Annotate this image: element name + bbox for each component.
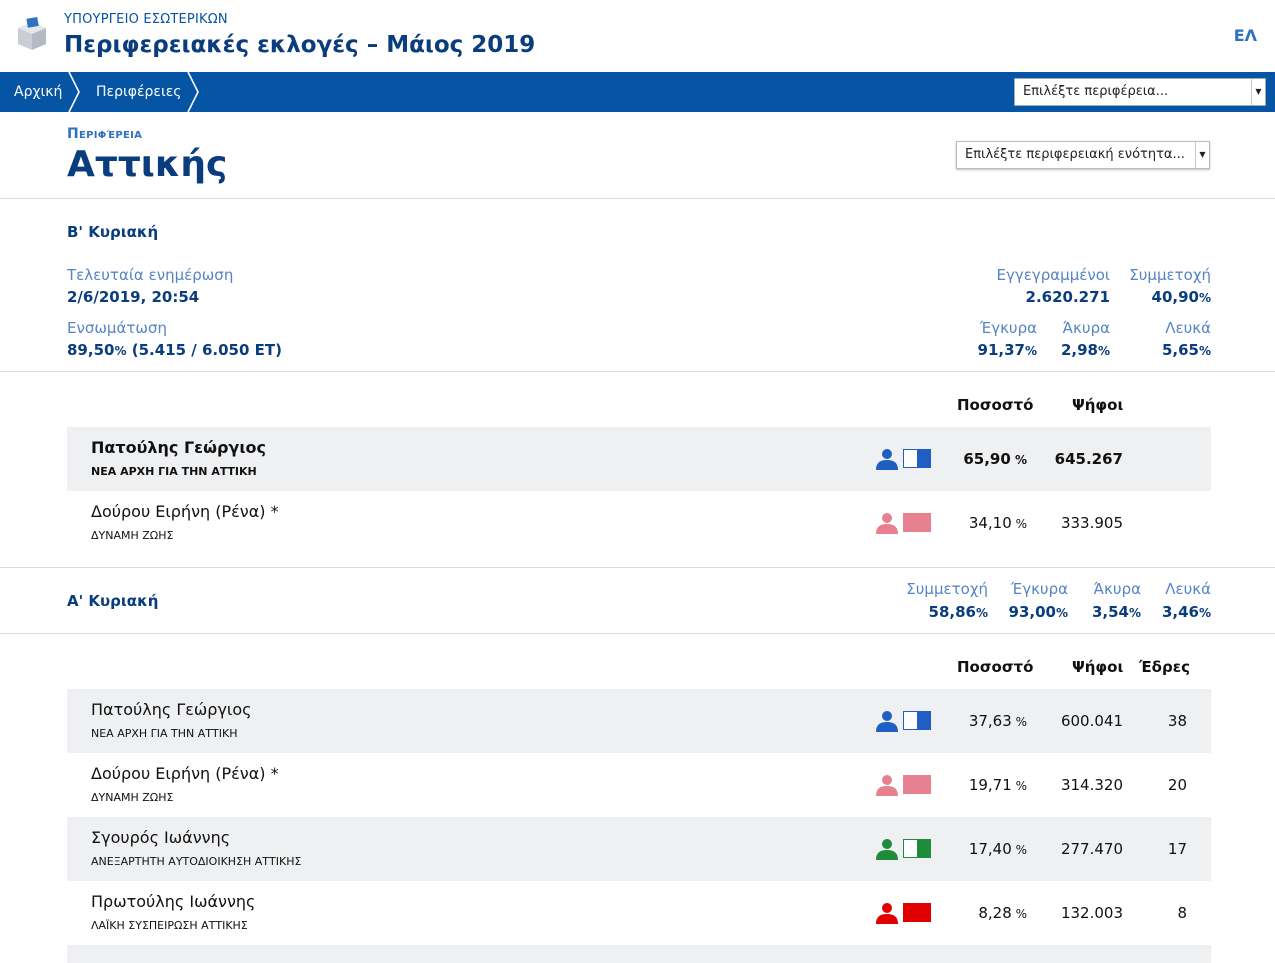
blank-label: Λευκά — [1165, 319, 1211, 337]
turnout-value: 40,90% — [1151, 288, 1211, 306]
round1-valid-label: Έγκυρα — [1011, 580, 1068, 598]
round1-blank-label: Λευκά — [1165, 580, 1211, 598]
party-color-flag — [903, 775, 931, 794]
divider — [0, 633, 1275, 634]
candidate-name[interactable]: Πρωτούλης Ιωάννης — [91, 892, 256, 911]
round1-invalid-label: Άκυρα — [1093, 580, 1141, 598]
party-color-flag — [903, 903, 931, 922]
candidate-party: ΔΥΝΑΜΗ ΖΩΗΣ — [91, 791, 174, 804]
column-votes: Ψήφοι — [1072, 396, 1124, 414]
candidate-party: ΔΥΝΑΜΗ ΖΩΗΣ — [91, 529, 174, 542]
candidate-row[interactable]: Πατούλης Γεώργιος ΝΕΑ ΑΡΧΗ ΓΙΑ ΤΗΝ ΑΤΤΙΚΗ… — [67, 689, 1211, 753]
candidate-seats: 17 — [1167, 840, 1187, 858]
candidate-row[interactable]: Πατούλης Γεώργιος ΝΕΑ ΑΡΧΗ ΓΙΑ ΤΗΝ ΑΤΤΙΚΗ… — [67, 427, 1211, 491]
candidate-party: ΝΕΑ ΑΡΧΗ ΓΙΑ ΤΗΝ ΑΤΤΙΚΗ — [91, 465, 257, 478]
candidate-percent: 8,28 % — [978, 904, 1027, 922]
round1-invalid-value: 3,54% — [1091, 603, 1141, 621]
party-color-flag — [903, 839, 931, 858]
candidate-name[interactable]: Σγουρός Ιωάννης — [91, 828, 231, 847]
round1-valid-value: 93,00% — [1008, 603, 1068, 621]
candidate-person-icon — [876, 513, 898, 534]
regional-unit-select[interactable]: Επιλέξτε περιφερειακή ενότητα... ▼ — [956, 141, 1210, 169]
site-header: ΥΠΟΥΡΓΕΙΟ ΕΣΩΤΕΡΙΚΩΝ Περιφερειακές εκλογ… — [0, 0, 1275, 72]
candidate-seats: 38 — [1167, 712, 1187, 730]
candidate-seats: 20 — [1167, 776, 1187, 794]
round1-blank-value: 3,46% — [1161, 603, 1211, 621]
candidate-person-icon — [876, 839, 898, 860]
candidate-row[interactable]: Σγουρός Ιωάννης ΑΝΕΞΑΡΤΗΤΗ ΑΥΤΟΔΙΟΙΚΗΣΗ Α… — [67, 817, 1211, 881]
invalid-label: Άκυρα — [1062, 319, 1110, 337]
candidate-percent: 17,40 % — [968, 840, 1027, 858]
blank-value: 5,65% — [1161, 341, 1211, 359]
region-label: Περιφέρεια — [67, 126, 143, 142]
candidate-votes: 645.267 — [1054, 450, 1123, 468]
round2-title: Β' Κυριακή — [67, 223, 159, 241]
region-select-value: Επιλέξτε περιφέρεια... — [1023, 84, 1169, 99]
candidate-percent: 65,90 % — [963, 450, 1027, 468]
chevron-right-icon — [187, 72, 199, 112]
candidate-percent: 34,10 % — [968, 514, 1027, 532]
candidate-party: ΑΝΕΞΑΡΤΗΤΗ ΑΥΤΟΔΙΟΙΚΗΣΗ ΑΤΤΙΚΗΣ — [91, 855, 302, 868]
breadcrumb-regions[interactable]: Περιφέρειες — [96, 84, 182, 100]
candidate-votes: 600.041 — [1060, 712, 1123, 730]
round1-turnout-label: Συμμετοχή — [906, 580, 988, 598]
candidate-name[interactable]: Πατούλης Γεώργιος — [91, 438, 267, 457]
candidate-row[interactable]: Πρωτούλης Ιωάννης ΛΑΪΚΗ ΣΥΣΠΕΙΡΩΣΗ ΑΤΤΙΚΗ… — [67, 881, 1211, 945]
column-percent: Ποσοστό — [957, 658, 1034, 676]
candidate-name[interactable]: Πατούλης Γεώργιος — [91, 700, 252, 719]
invalid-value: 2,98% — [1060, 341, 1110, 359]
chevron-right-icon — [68, 72, 80, 112]
party-color-flag — [903, 513, 931, 532]
ballot-box-icon — [18, 17, 46, 50]
candidate-row[interactable]: Δούρου Ειρήνη (Ρένα) * ΔΥΝΑΜΗ ΖΩΗΣ 19,71 %… — [67, 753, 1211, 817]
divider — [0, 371, 1275, 372]
valid-label: Έγκυρα — [980, 319, 1037, 337]
valid-value: 91,37% — [977, 341, 1037, 359]
party-color-flag — [903, 449, 931, 468]
divider — [0, 567, 1275, 568]
column-votes: Ψήφοι — [1072, 658, 1124, 676]
divider — [0, 198, 1275, 199]
candidate-percent: 37,63 % — [968, 712, 1027, 730]
candidate-party: ΝΕΑ ΑΡΧΗ ΓΙΑ ΤΗΝ ΑΤΤΙΚΗ — [91, 727, 238, 740]
dropdown-arrow-icon: ▼ — [1195, 142, 1209, 168]
breadcrumb-home[interactable]: Αρχική — [14, 84, 63, 100]
candidate-person-icon — [876, 903, 898, 924]
candidate-row[interactable]: Δούρου Ειρήνη (Ρένα) * ΔΥΝΑΜΗ ΖΩΗΣ 34,10 %… — [67, 491, 1211, 555]
regional-unit-select-value: Επιλέξτε περιφερειακή ενότητα... — [965, 147, 1185, 162]
integration-value: 89,50% (5.415 / 6.050 ΕΤ) — [67, 341, 282, 359]
round1-turnout-value: 58,86% — [928, 603, 988, 621]
ministry-name: ΥΠΟΥΡΓΕΙΟ ΕΣΩΤΕΡΙΚΩΝ — [64, 12, 228, 27]
candidate-party: ΛΑΪΚΗ ΣΥΣΠΕΙΡΩΣΗ ΑΤΤΙΚΗΣ — [91, 919, 248, 932]
candidate-votes: 132.003 — [1060, 904, 1123, 922]
registered-value: 2.620.271 — [1025, 288, 1110, 306]
candidate-name[interactable]: Δούρου Ειρήνη (Ρένα) * — [91, 764, 279, 783]
region-select[interactable]: Επιλέξτε περιφέρεια... ▼ — [1014, 78, 1266, 106]
party-color-flag — [903, 711, 931, 730]
candidate-seats: 8 — [1177, 904, 1187, 922]
round1-title: Α' Κυριακή — [67, 592, 159, 610]
candidate-votes: 277.470 — [1060, 840, 1123, 858]
last-update-value: 2/6/2019, 20:54 — [67, 288, 200, 306]
candidate-person-icon — [876, 775, 898, 796]
language-switch[interactable]: ΕΛ — [1233, 26, 1257, 45]
last-update-label: Τελευταία ενημέρωση — [67, 266, 234, 284]
registered-label: Εγγεγραμμένοι — [996, 266, 1110, 284]
candidate-votes: 314.320 — [1060, 776, 1123, 794]
candidate-votes: 333.905 — [1060, 514, 1123, 532]
integration-label: Ενσωμάτωση — [67, 319, 167, 337]
candidate-person-icon — [876, 711, 898, 732]
table-row — [67, 945, 1211, 963]
turnout-label: Συμμετοχή — [1129, 266, 1211, 284]
candidate-percent: 19,71 % — [968, 776, 1027, 794]
region-name: Αττικής — [67, 144, 228, 185]
site-title[interactable]: Περιφερειακές εκλογές – Μάιος 2019 — [64, 32, 536, 58]
column-seats: Έδρες — [1139, 658, 1190, 676]
candidate-name[interactable]: Δούρου Ειρήνη (Ρένα) * — [91, 502, 279, 521]
dropdown-arrow-icon: ▼ — [1251, 79, 1265, 105]
column-percent: Ποσοστό — [957, 396, 1034, 414]
candidate-person-icon — [876, 449, 898, 470]
